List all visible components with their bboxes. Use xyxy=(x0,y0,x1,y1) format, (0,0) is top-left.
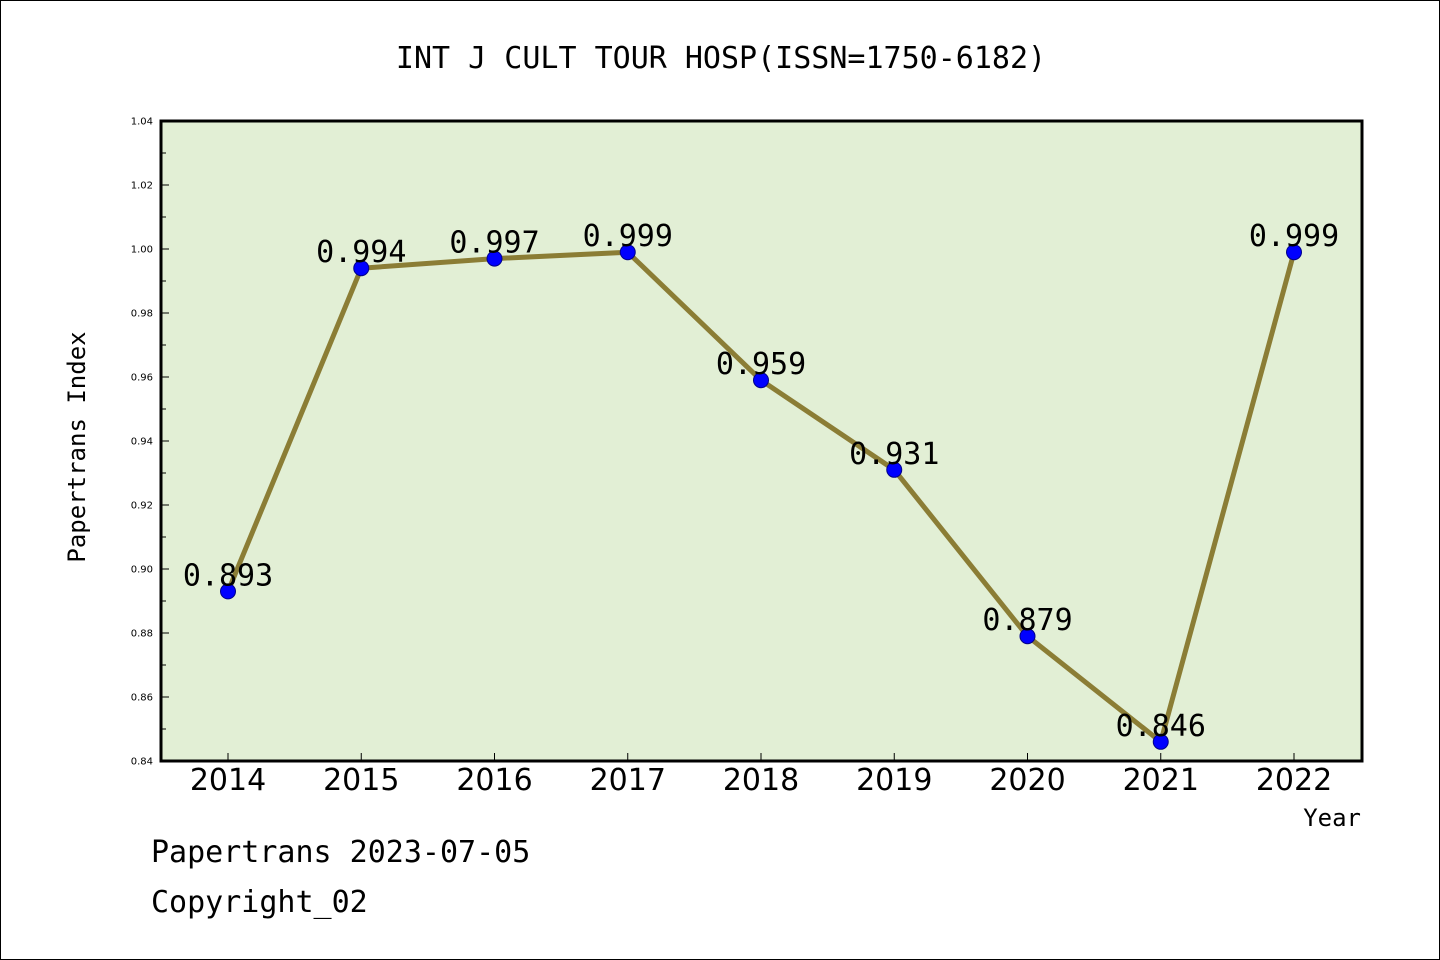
x-axis-label: Year xyxy=(1303,804,1361,832)
y-tick-label: 0.96 xyxy=(131,373,153,384)
y-tick-label: 0.88 xyxy=(131,629,153,640)
x-tick-label: 2022 xyxy=(1256,763,1332,798)
y-tick-label: 1.02 xyxy=(131,181,153,192)
data-label: 0.893 xyxy=(183,558,273,593)
y-tick-label: 0.92 xyxy=(131,501,153,512)
footer-copyright: Copyright_02 xyxy=(151,885,368,920)
x-tick-label: 2014 xyxy=(190,763,266,798)
y-tick-label: 1.00 xyxy=(131,245,153,256)
x-tick-label: 2021 xyxy=(1123,763,1199,798)
chart-title: INT J CULT TOUR HOSP(ISSN=1750-6182) xyxy=(396,41,1046,76)
y-tick-label: 0.94 xyxy=(131,437,153,448)
x-tick-label: 2018 xyxy=(723,763,799,798)
data-label: 0.997 xyxy=(449,226,539,261)
x-tick-label: 2020 xyxy=(989,763,1065,798)
y-tick-label: 0.86 xyxy=(131,693,153,704)
x-tick-label: 2019 xyxy=(856,763,932,798)
x-tick-label: 2015 xyxy=(323,763,399,798)
y-tick-label: 0.84 xyxy=(131,757,153,768)
y-axis-label: Papertrans Index xyxy=(63,331,91,562)
data-label: 0.999 xyxy=(1249,219,1339,254)
y-tick-label: 1.04 xyxy=(131,117,153,128)
y-tick-label: 0.90 xyxy=(131,565,153,576)
footer-date: Papertrans 2023-07-05 xyxy=(151,835,530,870)
data-label: 0.999 xyxy=(583,219,673,254)
x-tick-label: 2017 xyxy=(590,763,666,798)
data-label: 0.994 xyxy=(316,235,406,270)
data-label: 0.846 xyxy=(1116,709,1206,744)
x-axis: 2014 2015 2016 2017 2018 2019 2020 2021 2022 xyxy=(190,753,1332,798)
data-label: 0.879 xyxy=(982,603,1072,638)
data-label: 0.931 xyxy=(849,437,939,472)
y-tick-label: 0.98 xyxy=(131,309,153,320)
x-tick-label: 2016 xyxy=(456,763,532,798)
data-label: 0.959 xyxy=(716,347,806,382)
